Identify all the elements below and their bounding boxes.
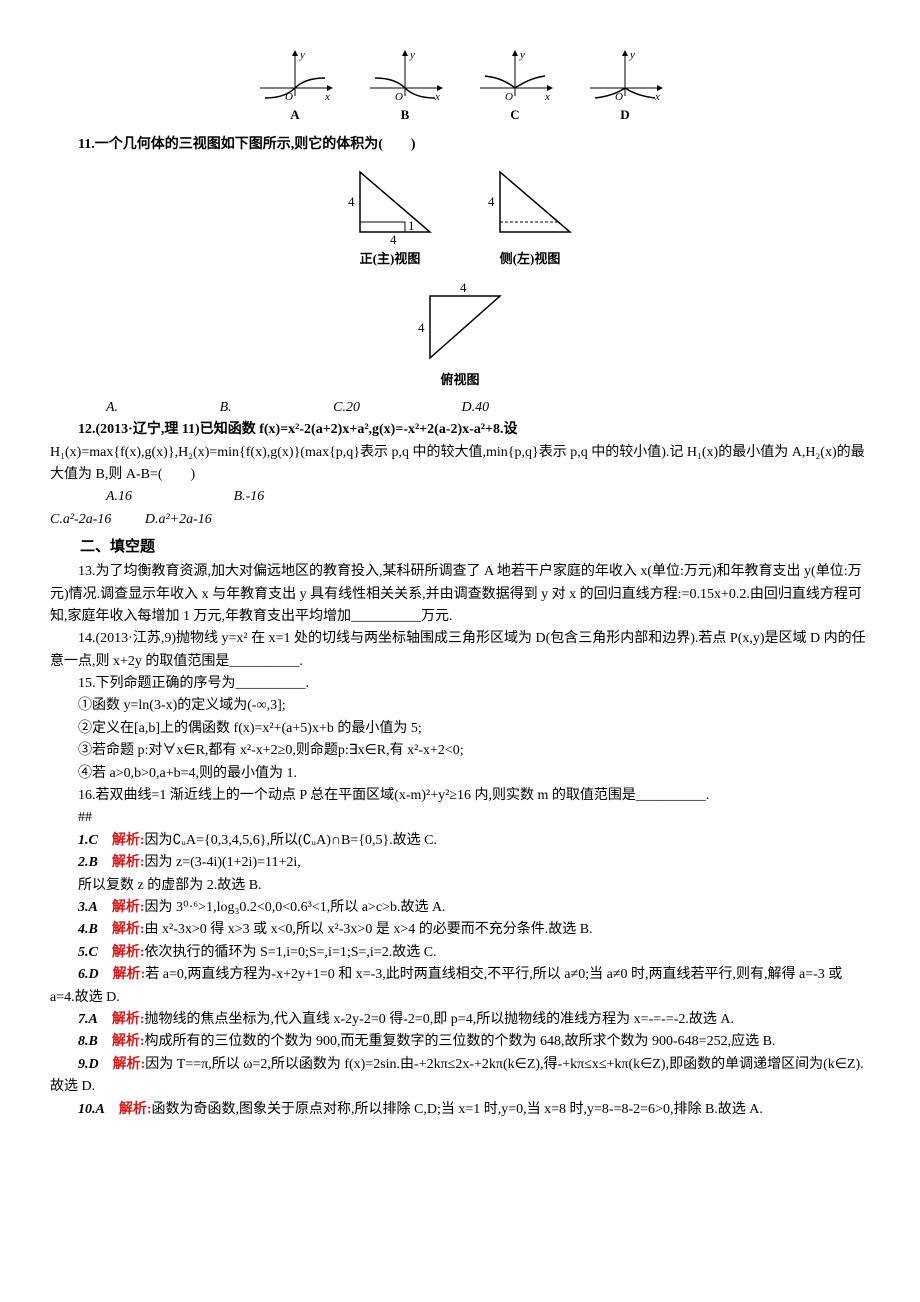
plot-a: y x O A <box>255 48 335 126</box>
ans-3: 3.A 解析:因为 3⁰·⁶>1,log₃0.2<0,0<0.6³<1,所以 a… <box>50 897 870 919</box>
svg-text:y: y <box>409 49 415 61</box>
plot-c: y x O C <box>475 48 555 126</box>
q15-i3: ③若命题 p:对∀x∈R,都有 x²-x+2≥0,则命题p:∃x∈R,有 x²-… <box>50 740 870 762</box>
ans-6: 6.D 解析:若 a=0,两直线方程为-x+2y+1=0 和 x=-3,此时两直… <box>50 964 870 1009</box>
q15-head: 15.下列命题正确的序号为__________. <box>50 673 870 695</box>
svg-text:4: 4 <box>460 280 467 295</box>
q12-line2: H₁(x)=max{f(x),g(x)},H₂(x)=min{f(x),g(x)… <box>50 442 870 487</box>
q11-text: 11.一个几何体的三视图如下图所示,则它的体积为( ) <box>50 134 870 156</box>
svg-text:4: 4 <box>418 320 425 335</box>
q13: 13.为了均衡教育资源,加大对偏远地区的教育投入,某科研所调查了 A 地若干户家… <box>50 561 870 628</box>
q15-i4: ④若 a>0,b>0,a+b=4,则的最小值为 1. <box>50 763 870 785</box>
svg-text:O: O <box>505 91 513 103</box>
three-view-figure: 4 1 4 正(主)视图 4 侧(左)视图 4 4 俯视图 <box>50 162 870 391</box>
q15-i2: ②定义在[a,b]上的偶函数 f(x)=x²+(a+5)x+b 的最小值为 5; <box>50 718 870 740</box>
svg-text:x: x <box>544 91 550 103</box>
top-caption: 俯视图 <box>440 370 479 391</box>
svg-text:y: y <box>299 49 305 61</box>
ans-2b: 所以复数 z 的虚部为 2.故选 B. <box>50 875 870 897</box>
side-view: 4 侧(左)视图 <box>480 162 580 270</box>
q16: 16.若双曲线=1 渐近线上的一个动点 P 总在平面区域(x-m)²+y²≥16… <box>50 785 870 807</box>
top-view: 4 4 俯视图 <box>410 278 510 391</box>
plot-d-label: D <box>620 105 629 126</box>
svg-text:x: x <box>324 91 330 103</box>
ans-5: 5.C 解析:依次执行的循环为 S=1,i=0;S=,i=1;S=,i=2.故选… <box>50 942 870 964</box>
ans-2: 2.B 解析:因为 z=(3-4i)(1+2i)=11+2i, <box>50 852 870 874</box>
svg-text:4: 4 <box>488 194 495 209</box>
ans-8: 8.B 解析:构成所有的三位数的个数为 900,而无重复数字的三位数的个数为 6… <box>50 1031 870 1053</box>
section-fill-blank: 二、填空题 <box>50 535 870 559</box>
side-caption: 侧(左)视图 <box>500 249 561 270</box>
ans-4: 4.B 解析:由 x²-3x>0 得 x>3 或 x<0,所以 x²-3x>0 … <box>50 919 870 941</box>
front-caption: 正(主)视图 <box>360 249 421 270</box>
svg-text:x: x <box>434 91 440 103</box>
q12-opts-ab: A.16 B.-16 <box>50 486 870 508</box>
q14: 14.(2013·江苏,9)抛物线 y=x² 在 x=1 处的切线与两坐标轴围成… <box>50 628 870 673</box>
plot-a-label: A <box>290 105 299 126</box>
separator: ## <box>50 807 870 829</box>
front-view: 4 1 4 正(主)视图 <box>340 162 440 270</box>
svg-text:4: 4 <box>390 232 397 247</box>
abcd-plots: y x O A y x O B y x O C <box>50 48 870 126</box>
svg-text:O: O <box>395 91 403 103</box>
ans-10: 10.A 解析:函数为奇函数,图象关于原点对称,所以排除 C,D;当 x=1 时… <box>50 1099 870 1121</box>
plot-d-svg: y x O <box>585 48 665 103</box>
plot-b-svg: y x O <box>365 48 445 103</box>
plot-b-label: B <box>401 105 410 126</box>
svg-text:4: 4 <box>348 194 355 209</box>
svg-text:y: y <box>629 49 635 61</box>
svg-text:y: y <box>519 49 525 61</box>
q12-line1: 12.(2013·辽宁,理 11)已知函数 f(x)=x²-2(a+2)x+a²… <box>50 419 870 441</box>
ans-9: 9.D 解析:因为 T==π,所以 ω=2,所以函数为 f(x)=2sin.由-… <box>50 1054 870 1099</box>
svg-text:1: 1 <box>408 218 415 233</box>
ans-1: 1.C 解析:因为∁ᵤA={0,3,4,5,6},所以(∁ᵤA)∩B={0,5}… <box>50 830 870 852</box>
plot-d: y x O D <box>585 48 665 126</box>
plot-a-svg: y x O <box>255 48 335 103</box>
plot-c-label: C <box>510 105 519 126</box>
plot-c-svg: y x O <box>475 48 555 103</box>
q15-i1: ①函数 y=ln(3-x)的定义域为(-∞,3]; <box>50 695 870 717</box>
q12-opts-cd: C.a²-2a-16 D.a²+2a-16 <box>50 509 870 531</box>
svg-text:x: x <box>654 91 660 103</box>
plot-b: y x O B <box>365 48 445 126</box>
ans-7: 7.A 解析:抛物线的焦点坐标为,代入直线 x-2y-2=0 得-2=0,即 p… <box>50 1009 870 1031</box>
q11-opts: A. B. C.20 D.40 <box>50 397 870 419</box>
